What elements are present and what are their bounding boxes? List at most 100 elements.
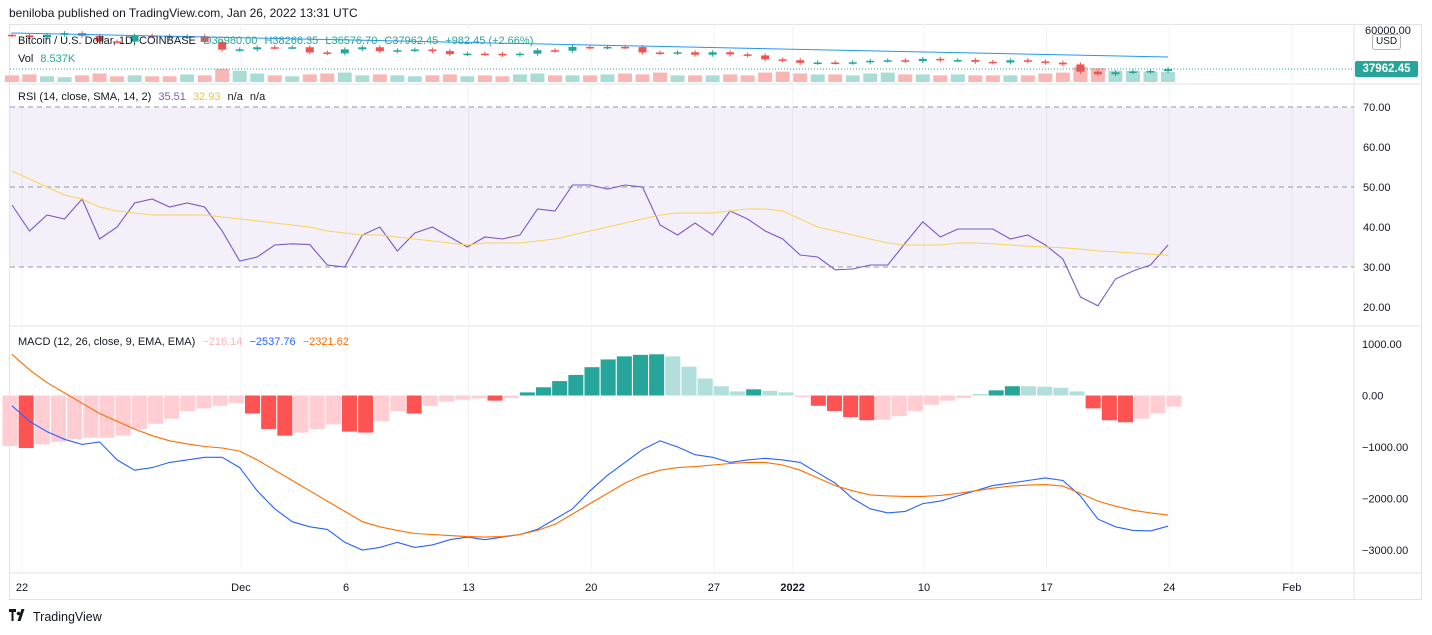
volume-bar [653, 72, 668, 82]
time-axis-label: 13 [463, 582, 475, 594]
macd-histogram-bar [907, 395, 923, 411]
macd-histogram-bar [487, 395, 503, 401]
time-axis-label: 17 [1041, 582, 1053, 594]
macd-histogram-bar [778, 392, 794, 396]
macd-tick-label: 1000.00 [1362, 339, 1402, 351]
volume-bar [250, 73, 265, 82]
rsi-legend: RSI (14, close, SMA, 14, 2) 35.51 32.93 … [18, 91, 269, 103]
candle-body [428, 49, 437, 52]
volume-bar [110, 76, 125, 82]
macd-histogram-bar [503, 395, 519, 399]
vol-value: 8.537K [40, 53, 76, 65]
macd-histogram-bar [584, 367, 600, 396]
tradingview-brand[interactable]: TradingView [9, 609, 102, 624]
volume-bar [267, 75, 282, 82]
volume-bar [1055, 72, 1070, 82]
macd-histogram-bar [1085, 395, 1101, 409]
open-value: O36980.00 [202, 35, 258, 47]
volume-bar [933, 75, 948, 82]
macd-histogram-bar [471, 395, 487, 399]
rsi-tick-label: 70.00 [1363, 102, 1391, 114]
volume-bar [512, 74, 527, 82]
time-axis-label: Dec [231, 582, 251, 594]
currency-badge[interactable]: USD [1372, 34, 1402, 50]
high-value: H38266.35 [264, 35, 319, 47]
macd-signal-line [11, 353, 1169, 538]
volume-bar [5, 75, 19, 82]
rsi-title[interactable]: RSI (14, close, SMA, 14, 2) [18, 91, 152, 103]
volume-bar [372, 74, 387, 82]
candle-body [95, 35, 104, 42]
volume-bar [477, 75, 492, 82]
macd-histogram-bar [390, 395, 406, 411]
macd-tick-label: −2000.00 [1362, 494, 1408, 506]
macd-histogram-bar [568, 374, 584, 396]
macd-histogram-bar [180, 395, 196, 411]
trend-line [11, 32, 1169, 58]
volume-bar [915, 74, 930, 82]
macd-histogram-bar [923, 395, 940, 405]
candle-body [1146, 70, 1155, 73]
volume-bar [565, 75, 580, 82]
volume-bar [705, 75, 720, 82]
macd-histogram-bar [212, 395, 228, 406]
volume-bar [828, 74, 843, 82]
candle-body [1023, 60, 1032, 62]
volume-bar [1108, 70, 1123, 82]
volume-bar [635, 74, 650, 82]
candle-body [498, 53, 507, 56]
volume-bar [127, 75, 142, 82]
macd-histogram-bar [164, 395, 180, 419]
rsi-na-1: n/a [227, 91, 243, 103]
volume-bar [863, 73, 878, 82]
candle-body [445, 51, 454, 55]
macd-histogram-bar [535, 387, 552, 396]
volume-bar [1143, 71, 1158, 82]
macd-histogram-bar [374, 395, 390, 422]
candle-body [988, 61, 997, 64]
volume-bar [320, 73, 335, 82]
candle-body [656, 52, 665, 54]
volume-bar [1038, 73, 1053, 82]
macd-histogram-bar [228, 395, 244, 404]
volume-bar [460, 76, 475, 82]
brand-label: TradingView [33, 609, 102, 624]
rsi-tick-label: 60.00 [1363, 142, 1391, 154]
candle-body [1164, 69, 1172, 71]
candle-body [1058, 62, 1067, 65]
volume-bar [407, 76, 422, 82]
volume-bar [775, 71, 790, 82]
macd-histogram-bar [358, 395, 374, 433]
candle-body [761, 55, 770, 60]
macd-histogram-bar [438, 395, 455, 402]
macd-line-value: −2537.76 [249, 336, 296, 348]
volume-bar [180, 74, 195, 82]
candle-body [918, 58, 927, 62]
macd-histogram-bar [988, 390, 1004, 396]
macd-legend: MACD (12, 26, close, 9, EMA, EMA) −216.1… [18, 336, 353, 348]
macd-histogram-bar [649, 354, 665, 396]
macd-tick-label: 0.00 [1362, 391, 1383, 403]
candle-body [218, 41, 227, 50]
volume-bar [985, 75, 1000, 82]
macd-histogram-bar [147, 395, 164, 424]
candle-body [883, 60, 892, 62]
volume-bar [530, 73, 545, 82]
time-axis-label: 20 [585, 582, 597, 594]
macd-title[interactable]: MACD (12, 26, close, 9, EMA, EMA) [18, 336, 196, 348]
chart-frame [9, 24, 1422, 600]
volume-bar [232, 70, 247, 82]
time-axis-label: 24 [1163, 582, 1175, 594]
macd-histogram-bar [2, 395, 18, 446]
volume-bar [547, 75, 562, 82]
candle-body [533, 50, 542, 54]
symbol-label[interactable]: Bitcoin / U.S. Dollar, 1D, COINBASE [18, 35, 196, 47]
candle-body [323, 52, 332, 54]
candle-body [8, 34, 16, 37]
rsi-ma-value: 32.93 [192, 91, 221, 103]
publish-line: beniloba published on TradingView.com, J… [9, 6, 358, 20]
volume-bar [425, 75, 440, 82]
macd-histogram-bar [131, 395, 147, 429]
candle-body [743, 54, 752, 56]
